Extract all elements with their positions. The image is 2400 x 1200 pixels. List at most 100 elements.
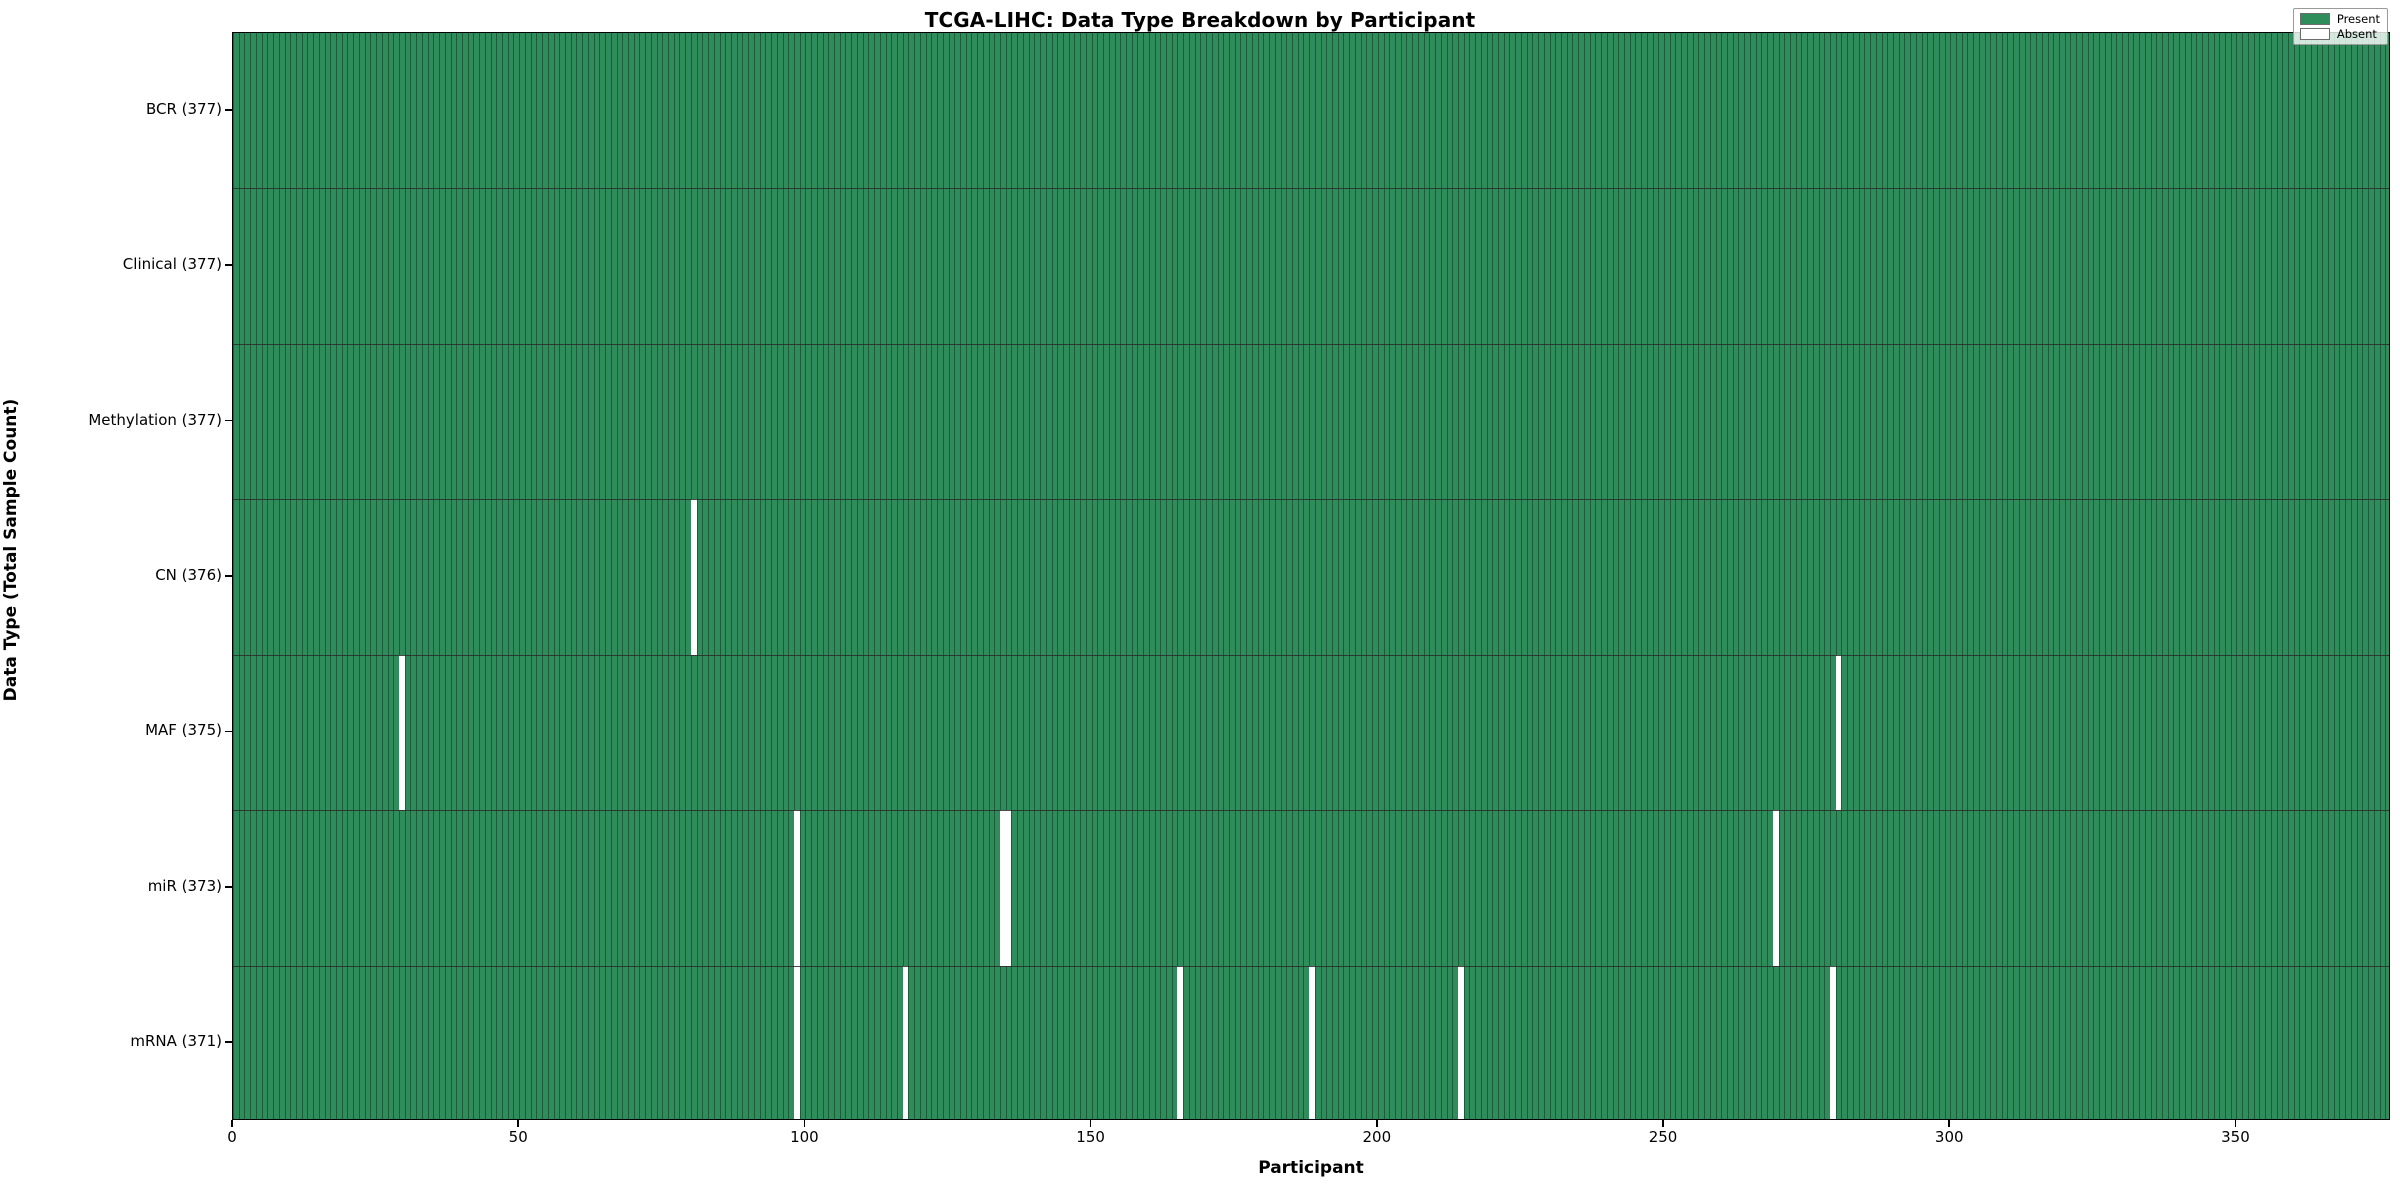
- heatmap-cell-present: [1063, 499, 1070, 655]
- heatmap-cell-present: [324, 965, 331, 1119]
- heatmap-cell-present: [645, 33, 652, 189]
- heatmap-cell-present: [2053, 965, 2060, 1119]
- heatmap-cell-present: [1332, 499, 1339, 655]
- heatmap-cell-present: [908, 343, 915, 500]
- heatmap-cell-present: [1881, 654, 1888, 811]
- legend: Present Absent: [2292, 8, 2388, 45]
- heatmap-cell-present: [2316, 810, 2323, 966]
- heatmap-cell-present: [908, 33, 915, 189]
- heatmap-cell-present: [2259, 188, 2266, 344]
- heatmap-cell-present: [1824, 499, 1831, 655]
- heatmap-cell-present: [2076, 343, 2083, 500]
- heatmap-cell-present: [2150, 810, 2157, 966]
- heatmap-cell-present: [519, 654, 526, 811]
- x-axis-tick-label: 250: [1648, 1128, 1678, 1146]
- heatmap-cell-present: [605, 965, 612, 1119]
- heatmap-cell-present: [622, 654, 629, 811]
- heatmap-cell-present: [1875, 965, 1882, 1119]
- heatmap-cell-present: [650, 965, 658, 1119]
- heatmap-cell-present: [828, 343, 835, 500]
- heatmap-cell-present: [1795, 810, 1802, 966]
- heatmap-cell-present: [295, 188, 303, 344]
- heatmap-cell-present: [1967, 499, 1974, 655]
- heatmap-cell-present: [1303, 33, 1310, 189]
- heatmap-cell-present: [2373, 188, 2380, 344]
- heatmap-cell-present: [1360, 343, 1367, 500]
- heatmap-cell-present: [1400, 965, 1407, 1119]
- heatmap-cell-present: [1686, 188, 1694, 344]
- heatmap-cell-present: [1938, 343, 1945, 500]
- heatmap-cell-present: [1171, 188, 1178, 344]
- heatmap-cell-present: [982, 33, 990, 189]
- heatmap-cell-present: [456, 33, 463, 189]
- heatmap-cell-present: [1498, 965, 1505, 1119]
- heatmap-cell-present: [925, 654, 932, 811]
- heatmap-cell-present: [1057, 810, 1064, 966]
- x-axis-tick-mark: [2234, 1120, 2237, 1127]
- heatmap-cell-present: [1349, 343, 1356, 500]
- heatmap-cell-present: [1274, 654, 1281, 811]
- heatmap-cell-present: [1492, 499, 1499, 655]
- heatmap-cell-present: [1950, 343, 1957, 500]
- heatmap-cell-present: [1812, 343, 1820, 500]
- heatmap-cell-present: [673, 965, 680, 1119]
- heatmap-cell-present: [2139, 33, 2146, 189]
- heatmap-cell-present: [1206, 343, 1213, 500]
- heatmap-cell-present: [1463, 965, 1470, 1119]
- x-axis-tick-mark: [1948, 1120, 1951, 1127]
- heatmap-cell-present: [656, 33, 663, 189]
- heatmap-cell-present: [318, 810, 326, 966]
- heatmap-cell-present: [484, 965, 492, 1119]
- heatmap-cell-present: [1910, 188, 1917, 344]
- heatmap-cell-present: [1000, 499, 1007, 655]
- heatmap-cell-present: [753, 499, 761, 655]
- heatmap-cell-present: [1234, 343, 1241, 500]
- heatmap-cell-present: [507, 33, 514, 189]
- heatmap-cell-present: [2121, 499, 2129, 655]
- heatmap-cell-present: [1921, 33, 1928, 189]
- heatmap-cell-present: [1755, 188, 1762, 344]
- heatmap-cell-present: [1246, 188, 1253, 344]
- heatmap-cell-present: [1166, 810, 1173, 966]
- heatmap-cell-present: [2059, 965, 2066, 1119]
- heatmap-cell-present: [1320, 188, 1327, 344]
- heatmap-cell-present: [1847, 343, 1854, 500]
- heatmap-cell-present: [1103, 965, 1110, 1119]
- heatmap-cell-present: [816, 810, 824, 966]
- heatmap-cell-present: [1011, 654, 1018, 811]
- heatmap-cell-present: [605, 810, 612, 966]
- heatmap-cell-present: [1194, 33, 1201, 189]
- x-axis-tick-label: 300: [1934, 1128, 1964, 1146]
- heatmap-cell-present: [1395, 188, 1402, 344]
- heatmap-cell-present: [845, 188, 852, 344]
- heatmap-cell-present: [1417, 810, 1425, 966]
- heatmap-cell-present: [2247, 188, 2255, 344]
- heatmap-cell-present: [1028, 499, 1035, 655]
- heatmap-cell-present: [1784, 965, 1791, 1119]
- heatmap-cell-present: [828, 33, 835, 189]
- heatmap-cell-present: [856, 810, 864, 966]
- heatmap-cell-present: [1675, 33, 1682, 189]
- heatmap-cell-present: [1354, 965, 1362, 1119]
- heatmap-cell-present: [2110, 499, 2117, 655]
- heatmap-cell-present: [1211, 33, 1218, 189]
- heatmap-cell-present: [2345, 343, 2352, 500]
- heatmap-cell-present: [1200, 188, 1207, 344]
- heatmap-cell-present: [1234, 654, 1241, 811]
- heatmap-cell-present: [1188, 343, 1196, 500]
- heatmap-cell-present: [1990, 654, 1997, 811]
- heatmap-cell-present: [1606, 965, 1613, 1119]
- heatmap-cell-present: [988, 965, 995, 1119]
- heatmap-cell-present: [931, 343, 938, 500]
- heatmap-cell-present: [1263, 965, 1270, 1119]
- heatmap-cell-present: [2059, 810, 2066, 966]
- heatmap-cell-present: [2322, 188, 2329, 344]
- page-title: TCGA-LIHC: Data Type Breakdown by Partic…: [924, 8, 1476, 32]
- heatmap-cell-present: [1469, 188, 1476, 344]
- heatmap-cell-present: [587, 33, 595, 189]
- heatmap-cell-present: [742, 654, 749, 811]
- heatmap-cell-present: [788, 343, 795, 500]
- heatmap-cell-present: [1778, 188, 1785, 344]
- heatmap-cell-present: [1572, 33, 1579, 189]
- heatmap-cell-present: [565, 343, 572, 500]
